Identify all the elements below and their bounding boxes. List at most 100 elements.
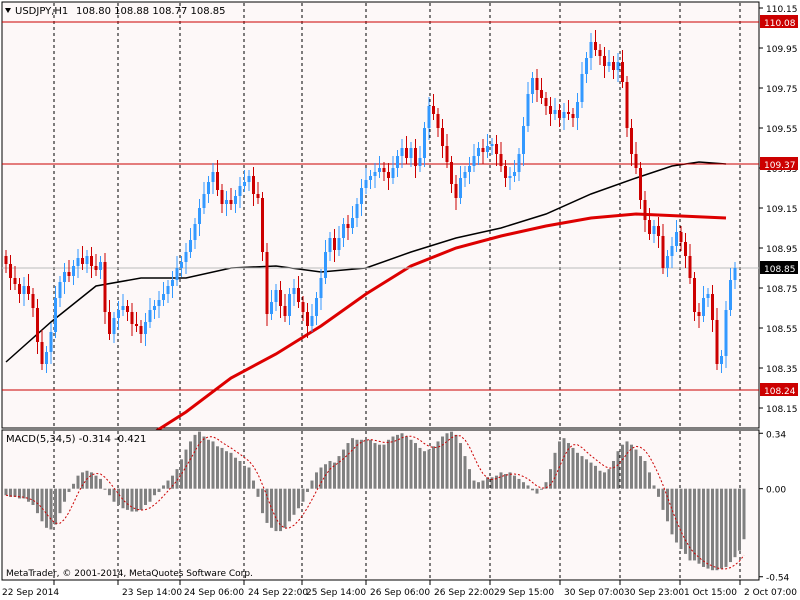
macd-bar: [643, 460, 647, 489]
macd-bar: [292, 488, 296, 515]
macd-bar: [18, 488, 21, 499]
price-tick-label: 109.55: [766, 125, 798, 135]
macd-bar: [589, 462, 593, 489]
candle-body: [67, 272, 71, 276]
macd-bar: [247, 467, 251, 489]
candle-body: [688, 256, 692, 278]
macd-bar: [427, 449, 431, 489]
ma-red-line: [153, 212, 727, 434]
macd-bar: [549, 469, 552, 489]
macd-bar: [522, 482, 525, 489]
horizontal-levels: [2, 21, 759, 391]
macd-bar: [31, 488, 35, 505]
macd-bar: [234, 457, 237, 489]
price-tick-label: 108.95: [766, 245, 798, 255]
level-price-label: 108.24: [764, 387, 796, 397]
macd-bar: [369, 439, 372, 489]
macd-tick-label: 0.00: [766, 486, 786, 496]
macd-bar: [715, 488, 719, 571]
candle-body: [603, 56, 606, 66]
candle-body: [346, 224, 350, 228]
macd-bar: [729, 488, 732, 563]
candle-body: [450, 162, 453, 184]
candle-body: [531, 78, 534, 94]
macd-panel[interactable]: MACD(5,34,5) -0.314 -0.421 MetaTrader, ©…: [1, 429, 760, 581]
candle-body: [103, 262, 107, 312]
candle-body: [63, 272, 66, 282]
price-tick-label: 110.15: [766, 5, 798, 15]
candle-body: [49, 332, 53, 352]
macd-bar: [270, 488, 273, 528]
macd-bar: [99, 478, 102, 489]
candle-body: [693, 278, 696, 312]
macd-bar: [157, 488, 161, 492]
candle-body: [405, 148, 408, 158]
time-tick-label: 25 Sep 14:00: [306, 588, 366, 598]
macd-bar: [580, 456, 584, 489]
candle-body: [229, 200, 233, 204]
price-panel[interactable]: USDJPY,H1 108.80 108.88 108.77 108.85: [1, 1, 760, 434]
candle-body: [526, 94, 530, 126]
candle-body: [729, 280, 732, 310]
macd-bar: [175, 469, 179, 489]
candle-body: [324, 252, 327, 278]
candle-body: [216, 172, 219, 190]
level-price-tag: [760, 383, 798, 396]
candle-body: [580, 74, 584, 102]
candle-body: [724, 310, 728, 356]
candle-body: [117, 310, 120, 318]
macd-bar: [144, 488, 147, 505]
macd-bar: [171, 475, 174, 489]
macd-bar: [378, 444, 381, 489]
macd-bar: [54, 488, 57, 525]
macd-bar: [400, 433, 404, 489]
candle-body: [513, 172, 516, 176]
macd-bar: [198, 431, 201, 489]
time-tick-label: 22 Sep 2014: [2, 588, 59, 598]
macd-bar: [634, 449, 638, 489]
level-price-tag: [760, 15, 798, 28]
candle-body: [27, 286, 30, 294]
candle-body: [31, 294, 35, 308]
macd-histogram: [4, 431, 746, 571]
candle-body: [634, 154, 638, 168]
candle-body: [711, 294, 714, 320]
macd-tick-label: 0.34: [766, 430, 786, 440]
macd-bar: [45, 488, 48, 528]
candle-body: [594, 42, 597, 50]
macd-bar: [558, 441, 561, 489]
candle-body: [522, 126, 525, 154]
candle-body: [423, 128, 426, 158]
candle-body: [310, 316, 314, 326]
candle-body: [409, 148, 413, 158]
candle-body: [238, 186, 242, 196]
macd-bar: [553, 452, 557, 489]
candle-body: [148, 310, 152, 322]
macd-bar: [666, 488, 669, 522]
candle-body: [733, 268, 737, 280]
candle-body: [553, 110, 557, 114]
macd-bar: [499, 472, 503, 489]
macd-bar: [360, 439, 363, 489]
macd-bar: [130, 488, 134, 512]
candle-body: [94, 266, 98, 270]
macd-bar: [418, 447, 422, 489]
candle-body: [130, 312, 134, 324]
macd-bar: [454, 434, 458, 489]
macd-bar: [324, 464, 327, 489]
symbol-header: USDJPY,H1 108.80 108.88 108.77 108.85: [5, 6, 226, 17]
macd-bar: [76, 475, 80, 489]
candle-body: [252, 176, 255, 194]
macd-bar: [63, 488, 66, 502]
candle-body: [81, 258, 84, 264]
dropdown-triangle-icon[interactable]: [5, 8, 11, 13]
candle-body: [135, 324, 138, 326]
candle-body: [144, 322, 147, 334]
macd-bar: [243, 465, 246, 489]
macd-bar: [450, 431, 453, 489]
price-tick-label: 109.15: [766, 205, 798, 215]
time-tick-label: 24 Sep 06:00: [184, 588, 244, 598]
candlesticks: [4, 30, 737, 373]
time-tick-label: 24 Sep 22:00: [248, 588, 308, 598]
